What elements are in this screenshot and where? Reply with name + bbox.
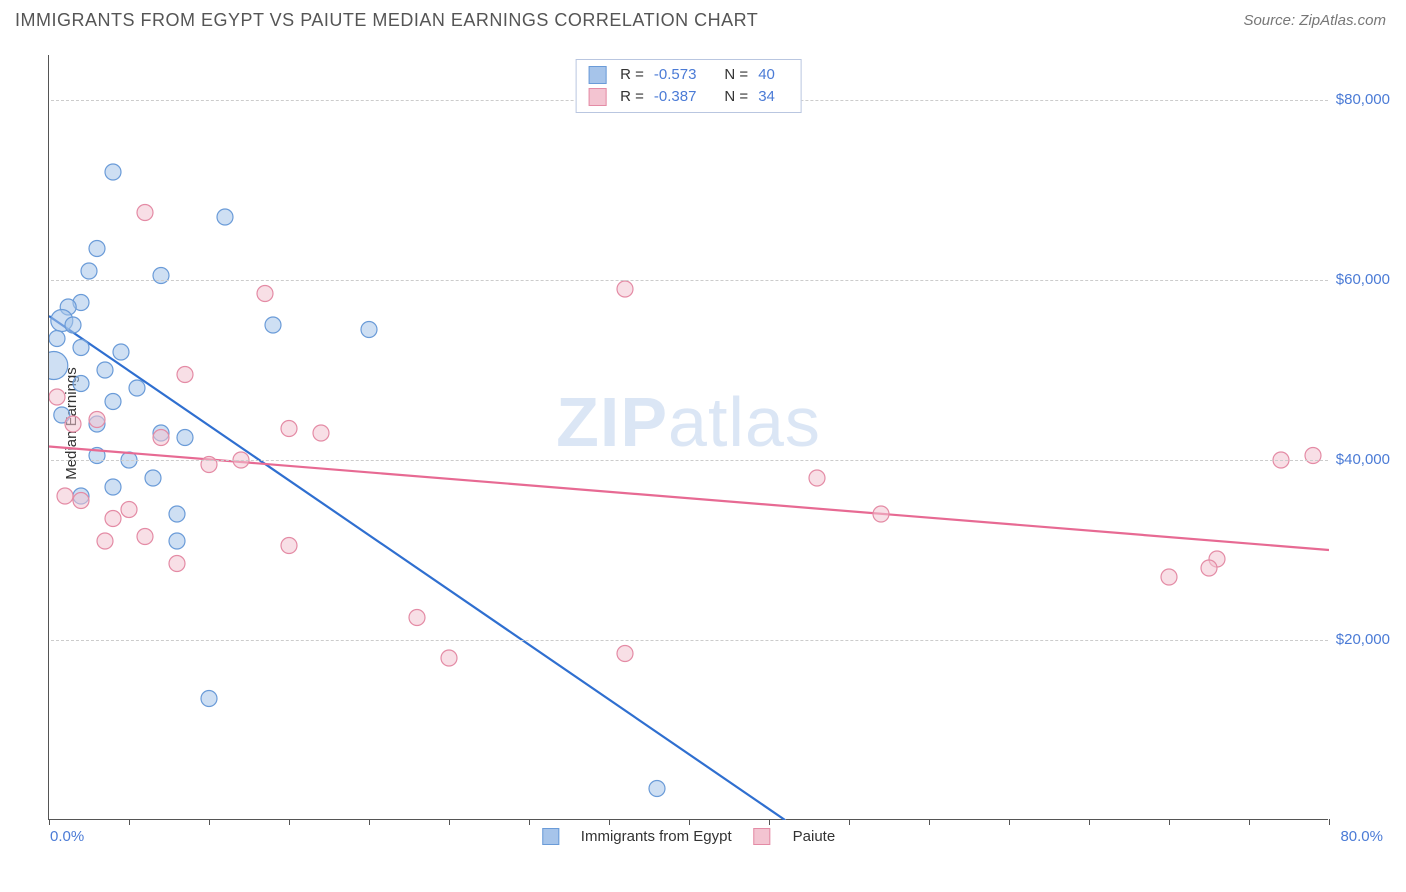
y-tick-label: $60,000 — [1336, 271, 1390, 288]
legend-row-paiute: R = -0.387 N = 34 — [588, 86, 789, 108]
y-tick-label: $80,000 — [1336, 91, 1390, 108]
swatch-egypt — [588, 66, 606, 84]
plot-area: Median Earnings ZIPatlas R = -0.573 N = … — [48, 55, 1328, 820]
chart-container: Median Earnings ZIPatlas R = -0.573 N = … — [48, 55, 1388, 835]
y-tick-label: $40,000 — [1336, 451, 1390, 468]
series-label-egypt: Immigrants from Egypt — [581, 828, 732, 845]
chart-title: IMMIGRANTS FROM EGYPT VS PAIUTE MEDIAN E… — [15, 10, 758, 31]
legend-row-egypt: R = -0.573 N = 40 — [588, 64, 789, 86]
swatch-paiute — [588, 88, 606, 106]
series-legend: Immigrants from Egypt Paiute — [542, 828, 835, 845]
series-label-paiute: Paiute — [793, 828, 836, 845]
swatch-egypt-icon — [542, 828, 559, 845]
x-axis-min-label: 0.0% — [50, 828, 84, 845]
scatter-svg — [49, 55, 1329, 820]
stats-legend: R = -0.573 N = 40 R = -0.387 N = 34 — [575, 59, 802, 113]
source-label: Source: ZipAtlas.com — [1243, 12, 1386, 29]
swatch-paiute-icon — [754, 828, 771, 845]
x-axis-max-label: 80.0% — [1340, 828, 1383, 845]
y-tick-label: $20,000 — [1336, 631, 1390, 648]
